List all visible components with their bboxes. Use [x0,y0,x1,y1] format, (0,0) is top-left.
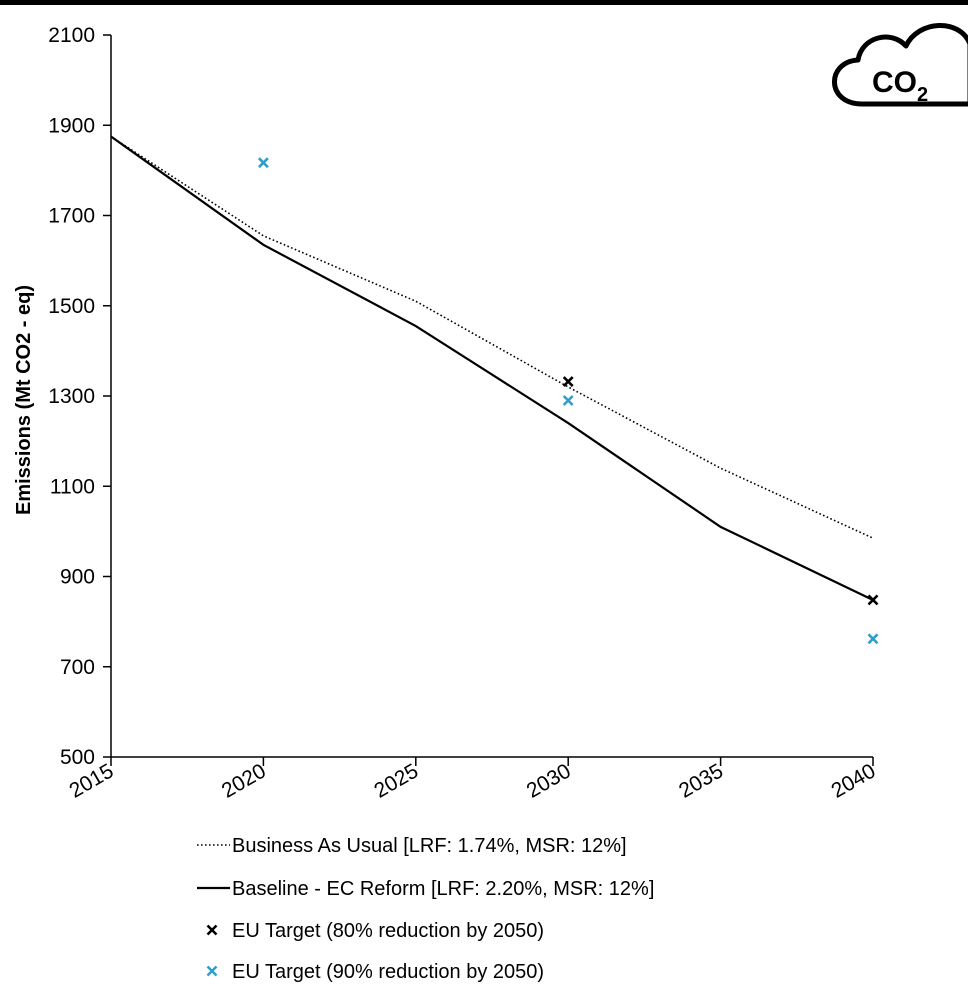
co2-badge-subscript: 2 [917,84,928,106]
y-tick-label: 1700 [48,205,95,228]
x-tick-label: 2020 [218,759,270,802]
x-tick-label: 2040 [828,759,880,802]
y-tick-label: 1300 [48,385,95,408]
legend-item: EU Target (90% reduction by 2050) [206,961,544,983]
y-tick-label: 500 [60,746,95,769]
y-tick-label: 1500 [48,295,95,318]
series-3-point [867,633,879,645]
series-3-point [562,395,574,406]
legend-item: Baseline - EC Reform [LRF: 2.20%, MSR: 1… [197,878,654,900]
legend-label: EU Target (90% reduction by 2050) [232,961,544,983]
x-axis-ticks: 2015 2020 2025 2030 2035 2040 [66,757,880,803]
top-rule [0,0,968,5]
y-axis-ticks: 500 700 900 1100 1300 1500 1700 1900 2100 [48,24,111,769]
x-tick-label: 2025 [370,759,422,802]
y-tick-label: 2100 [48,24,95,47]
series-2-point [867,594,879,606]
cloud-icon [832,23,968,107]
co2-cloud-badge: CO2 [832,23,968,107]
y-tick-label: 1100 [50,475,95,498]
y-tick-label: 700 [60,656,95,679]
legend-item: EU Target (80% reduction by 2050) [206,920,544,942]
legend-label: Business As Usual [LRF: 1.74%, MSR: 12%] [232,835,627,857]
series-3-point [257,157,269,169]
y-tick-label: 900 [60,566,95,589]
co2-badge-text: CO [872,66,917,99]
x-tick-label: 2030 [523,759,575,802]
legend-marker [206,924,218,936]
series-layer [110,135,879,645]
series-0-line [110,135,874,539]
legend-item: Business As Usual [LRF: 1.74%, MSR: 12%] [197,835,627,857]
legend: Business As Usual [LRF: 1.74%, MSR: 12%]… [197,835,654,983]
y-tick-label: 1900 [48,114,95,137]
legend-label: Baseline - EC Reform [LRF: 2.20%, MSR: 1… [232,878,654,900]
series-2-point [562,376,574,387]
series-1-line [110,135,874,601]
svg-text:CO2: CO2 [872,66,928,106]
y-axis-title: Emissions (Mt CO2 - eq) [13,285,35,515]
legend-label: EU Target (80% reduction by 2050) [232,920,544,942]
legend-marker [206,965,218,977]
x-tick-label: 2035 [675,759,727,802]
axes [110,35,873,758]
